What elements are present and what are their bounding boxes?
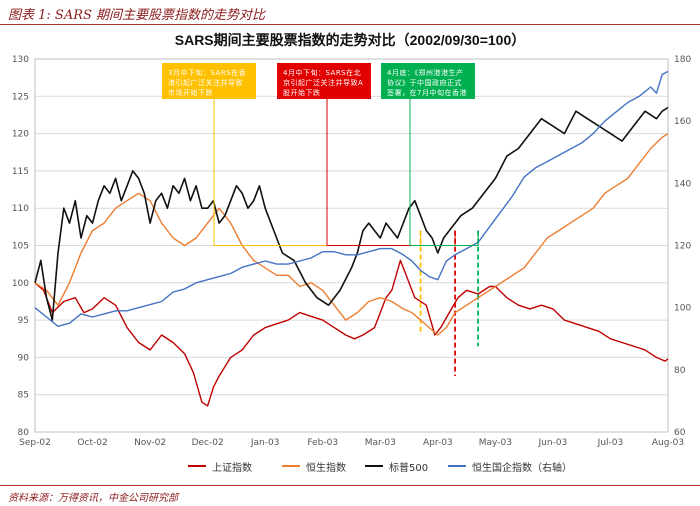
y-left-tick-label-3: 95 [18, 316, 29, 326]
series-line-0 [34, 259, 669, 407]
figure-caption: 图表 1: SARS 期间主要股票指数的走势对比 [8, 8, 266, 23]
x-tick-label-1: Oct-02 [77, 438, 107, 448]
annotation-connector-2 [409, 99, 479, 246]
legend-item-0: 上证指数 [188, 458, 252, 474]
chart-title: SARS期间主要股票指数的走势对比（2002/09/30=100） [174, 32, 526, 48]
series-line-1 [34, 133, 669, 336]
annotation-box-2: 4月底：《郑州港港生产协议》于中国政府正式签署，在7月中旬在香港市场转 [381, 63, 475, 99]
y-right-tick-label-0: 60 [674, 428, 686, 438]
legend-item-1: 恒生指数 [282, 458, 346, 474]
legend-swatch-2 [365, 465, 383, 467]
series-line-3 [34, 70, 669, 327]
x-tick-label-11: Aug-03 [652, 438, 684, 448]
y-right-tick-label-4: 140 [674, 179, 691, 189]
legend-label-1: 恒生指数 [306, 462, 346, 474]
legend-label-2: 标普500 [389, 462, 429, 474]
x-tick-label-6: Mar-03 [365, 438, 396, 448]
x-tick-label-9: Jun-03 [538, 438, 568, 448]
annotation-connector-0 [213, 99, 422, 246]
series-line-2 [34, 106, 669, 321]
x-tick-label-7: Apr-03 [423, 438, 453, 448]
y-left-tick-label-8: 120 [12, 130, 29, 140]
annotation-box-1: 4月中下旬：SARS在北京引起广泛关注并导致A股开始下跌 [277, 63, 371, 99]
y-right-tick-label-1: 80 [674, 366, 686, 376]
legend-swatch-0 [188, 465, 206, 467]
legend-item-3: 恒生国企指数（右轴） [448, 458, 572, 474]
annotation-box-0: 3月中下旬：SARS在香港引起广泛关注并导致市场开始下跌 [162, 63, 256, 99]
x-tick-label-0: Sep-02 [19, 438, 51, 448]
y-left-tick-label-7: 115 [12, 167, 29, 177]
y-right-tick-label-5: 160 [674, 117, 691, 127]
y-left-tick-label-2: 90 [18, 353, 30, 363]
figure-header: 图表 1: SARS 期间主要股票指数的走势对比 [0, 0, 700, 26]
source-note: 资料来源：万得资讯，中金公司研究部 [8, 493, 178, 504]
y-left-tick-label-5: 105 [12, 242, 29, 252]
x-tick-label-2: Nov-02 [134, 438, 166, 448]
y-left-tick-label-4: 100 [12, 279, 29, 289]
x-tick-label-4: Jan-03 [250, 438, 280, 448]
y-left-tick-label-0: 80 [18, 428, 30, 438]
x-tick-label-3: Dec-02 [192, 438, 224, 448]
legend-item-2: 标普500 [365, 458, 428, 474]
legend-swatch-1 [282, 465, 300, 467]
x-tick-label-8: May-03 [479, 438, 512, 448]
y-right-tick-label-2: 100 [674, 304, 691, 314]
y-left-tick-label-1: 85 [18, 391, 29, 401]
y-left-tick-label-6: 110 [12, 204, 29, 214]
y-right-tick-label-3: 120 [674, 242, 691, 252]
legend-label-3: 恒生国企指数（右轴） [472, 462, 572, 474]
legend-label-0: 上证指数 [212, 462, 252, 474]
annotation-connector-1 [326, 99, 456, 246]
y-left-tick-label-10: 130 [12, 55, 29, 65]
chart-legend: 上证指数 恒生指数 标普500 恒生国企指数（右轴） [0, 458, 700, 474]
footer-rule [0, 485, 700, 486]
y-left-tick-label-9: 125 [12, 92, 29, 102]
y-right-tick-label-6: 180 [674, 55, 691, 65]
x-tick-label-5: Feb-03 [307, 438, 338, 448]
x-tick-label-10: Jul-03 [597, 438, 624, 448]
plot-border [34, 58, 669, 433]
legend-swatch-3 [448, 465, 466, 467]
header-rule [0, 24, 700, 25]
